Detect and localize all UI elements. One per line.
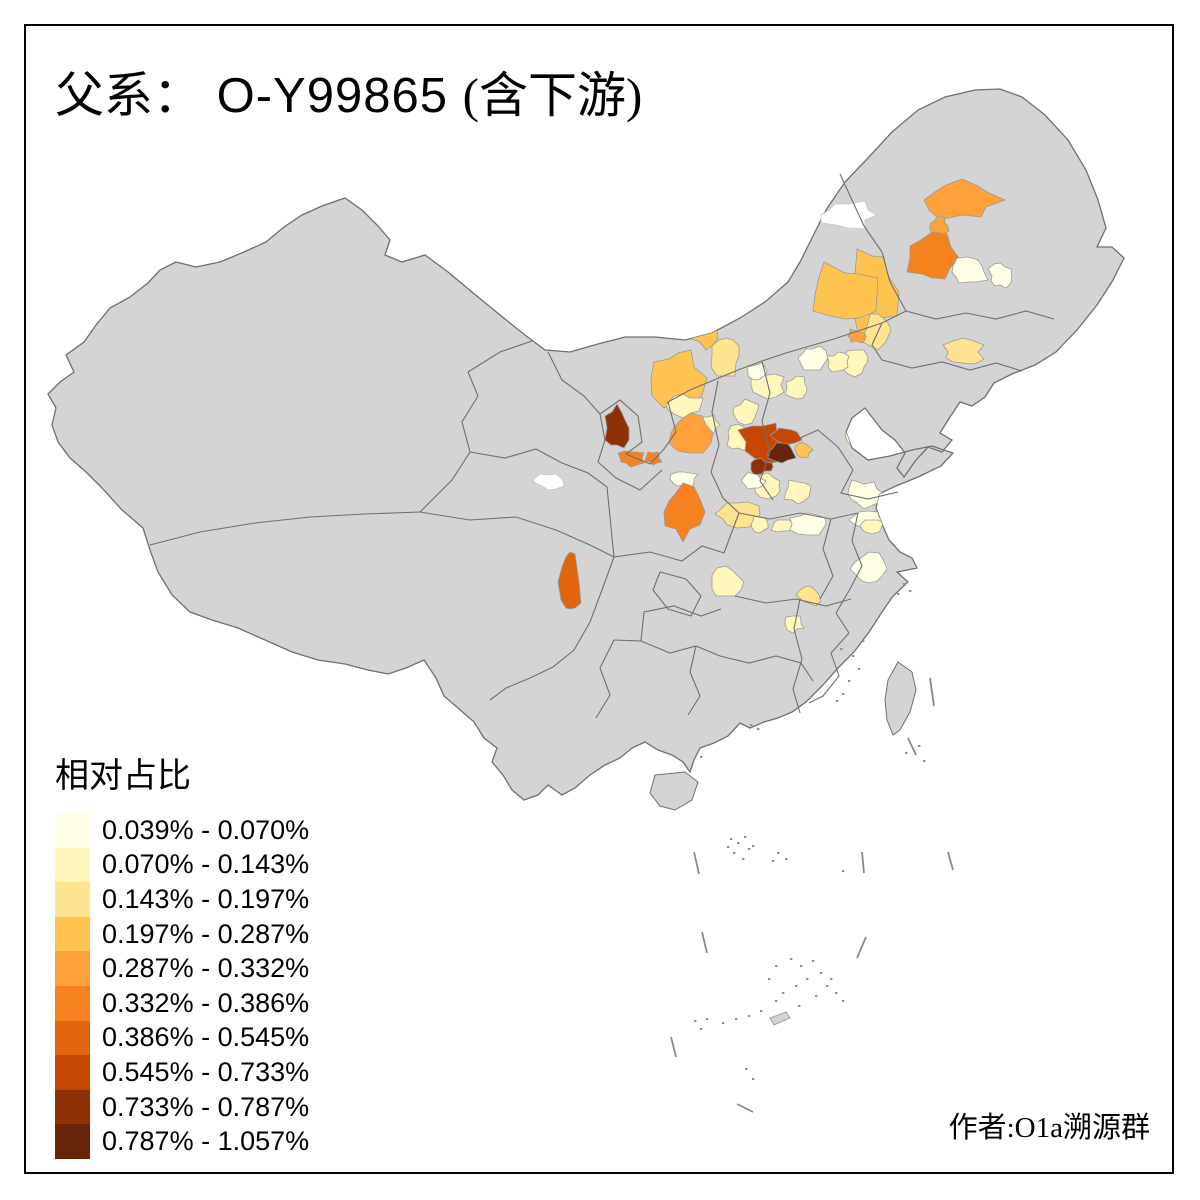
title-suffix: (含下游) [462, 68, 643, 123]
legend-swatch [55, 916, 90, 952]
title-prefix: 父系： [55, 68, 203, 123]
map-region [859, 519, 884, 535]
legend-item: 0.287% - 0.332% [55, 951, 309, 986]
legend-swatch [55, 1020, 90, 1056]
legend-title: 相对占比 [55, 758, 191, 795]
map-region [663, 482, 706, 543]
legend-item: 0.386% - 0.545% [55, 1020, 310, 1056]
map-region [923, 178, 1007, 221]
map-region [750, 457, 774, 476]
legend-items: 0.039% - 0.070% 0.070% - 0.143% 0.143% - 0… [55, 813, 309, 1159]
map-region [557, 551, 582, 610]
legend-label: 0.545% - 0.733% [102, 1056, 310, 1087]
map-region [826, 351, 850, 373]
legend-label: 0.143% - 0.197% [102, 883, 310, 914]
plot-frame [24, 24, 1174, 1174]
shaded-regions [557, 178, 1013, 634]
map-region [812, 261, 879, 320]
map-region [906, 231, 960, 280]
legend-swatch [55, 1124, 90, 1159]
legend-swatch [55, 985, 90, 1021]
legend-item: 0.143% - 0.197% [55, 882, 309, 917]
map-region [617, 450, 645, 468]
map-region [784, 375, 808, 400]
map-region [789, 512, 827, 536]
map-region [795, 585, 822, 607]
title-haplogroup-code: O-Y99865 [202, 69, 463, 123]
legend-label: 0.787% - 1.057% [102, 1126, 310, 1157]
map-region [987, 262, 1013, 289]
map-region [740, 471, 767, 490]
qinghai-lake [532, 473, 565, 491]
map-region [783, 479, 812, 505]
legend-label: 0.197% - 0.287% [102, 918, 310, 949]
map-region [769, 427, 803, 446]
legend-swatch [55, 847, 90, 883]
legend-swatch [55, 951, 90, 986]
map-region [668, 412, 714, 454]
legend-label: 0.386% - 0.545% [102, 1022, 310, 1053]
legend-swatch [55, 813, 90, 848]
legend-item: 0.197% - 0.287% [55, 916, 310, 952]
taiwan-island [884, 661, 917, 736]
map-region [794, 441, 814, 459]
legend-label: 0.733% - 0.787% [102, 1091, 310, 1122]
legend-item: 0.332% - 0.386% [55, 985, 310, 1021]
map-region [710, 337, 740, 377]
legend-item: 0.070% - 0.143% [55, 847, 310, 883]
map-region [860, 313, 892, 351]
map-region [665, 393, 704, 419]
hainan-island [649, 771, 699, 811]
legend-label: 0.039% - 0.070% [102, 814, 310, 845]
legend-label: 0.287% - 0.332% [102, 953, 310, 984]
map-region [750, 373, 785, 400]
legend-label: 0.070% - 0.143% [102, 849, 310, 880]
map-region [714, 501, 761, 529]
page-title: 父系： O-Y99865 (含下游) [55, 56, 642, 127]
nine-dash-line [670, 677, 954, 1113]
island-specks [694, 583, 926, 1080]
map-region [767, 442, 797, 464]
legend-swatch [55, 882, 90, 917]
legend-item: 0.787% - 1.057% [55, 1124, 309, 1159]
hulun-lake [820, 200, 878, 230]
province-borders [149, 173, 1055, 719]
legend-item: 0.545% - 0.733% [55, 1055, 309, 1090]
legend-item: 0.733% - 0.787% [55, 1089, 310, 1125]
islet [769, 1011, 791, 1026]
author-credit: 作者:O1a溯源群 [948, 1112, 1150, 1144]
lakes [532, 200, 878, 491]
legend-swatch [55, 1055, 90, 1090]
map-region [797, 345, 829, 371]
map-region [604, 403, 630, 449]
legend: 相对占比 0.039% - 0.070% 0.070% - 0.143% 0.143… [55, 748, 309, 1159]
legend-swatch [55, 1089, 90, 1125]
map-region [942, 337, 985, 365]
legend-label: 0.332% - 0.386% [102, 987, 310, 1018]
map-region [732, 398, 760, 426]
map-region [951, 256, 989, 284]
mainland-outline [47, 88, 1125, 801]
legend-item: 0.039% - 0.070% [55, 813, 309, 848]
